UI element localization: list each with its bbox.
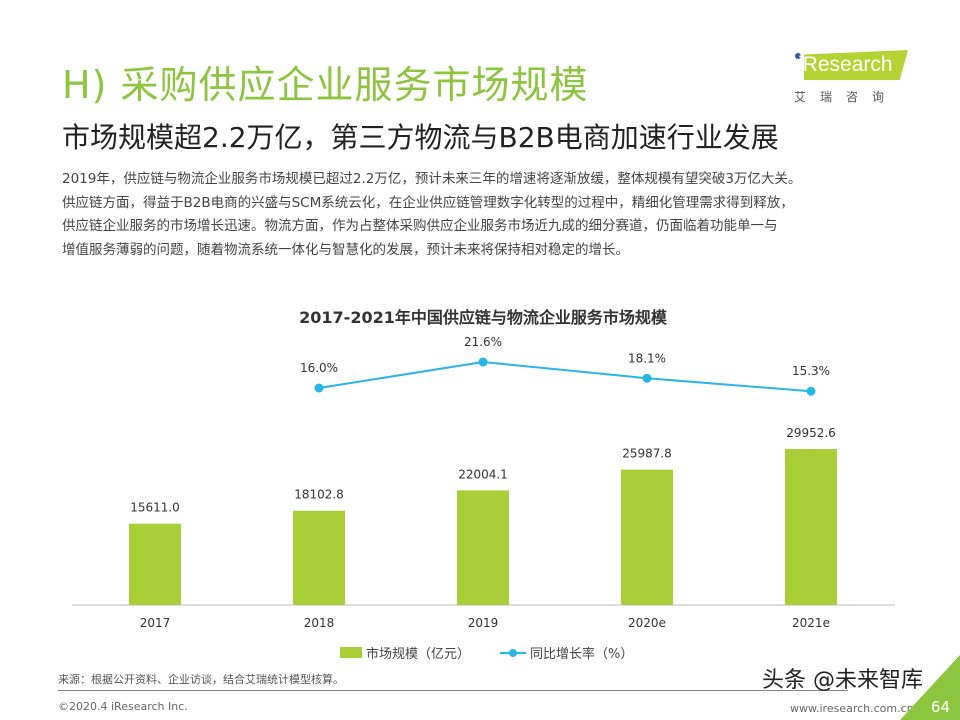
growth-label: 18.1%	[628, 351, 666, 365]
slide-subtitle: 市场规模超2.2万亿，第三方物流与B2B电商加速行业发展	[62, 121, 779, 154]
x-tick-label: 2019	[468, 616, 499, 630]
page-number: 64	[930, 698, 950, 716]
description-line: 2019年，供应链与物流企业服务市场规模已超过2.2万亿，预计未来三年的增速将逐…	[62, 171, 802, 187]
legend-bar-label: 市场规模（亿元）	[366, 647, 471, 662]
growth-point	[806, 386, 816, 396]
growth-label: 16.0%	[300, 361, 338, 375]
bar-value-label: 15611.0	[130, 501, 180, 515]
market-size-chart: 2017-2021年中国供应链与物流企业服务市场规模 15611.0 2017 181…	[72, 308, 895, 630]
legend-line-swatch	[500, 647, 527, 658]
bar-value-label: 25987.8	[622, 447, 672, 461]
growth-point	[314, 383, 324, 393]
source-note: 来源：根据公开资料、企业访谈，结合艾瑞统计模型核算。	[58, 673, 344, 686]
growth-label: 21.6%	[464, 335, 502, 349]
legend-bar-swatch	[340, 647, 362, 658]
description-line: 供应链企业服务的市场增长迅速。物流方面，作为占整体采购供应企业服务市场近九成的细…	[62, 218, 778, 234]
watermark: 头条 @未来智库	[762, 668, 923, 693]
bar-value-label: 18102.8	[294, 488, 344, 502]
bar	[785, 449, 837, 605]
bar-value-label: 22004.1	[458, 467, 508, 481]
x-tick-label: 2021e	[792, 616, 830, 630]
website: www.iresearch.com.cn	[790, 702, 914, 715]
growth-point	[478, 357, 488, 367]
x-tick-label: 2018	[304, 616, 335, 630]
description-line: 供应链方面，得益于B2B电商的兴盛与SCM系统云化，在企业供应链管理数字化转型的…	[62, 194, 794, 211]
bar-value-label: 29952.6	[786, 426, 836, 440]
slide-title: H) 采购供应企业服务市场规模	[62, 63, 589, 107]
description: 2019年，供应链与物流企业服务市场规模已超过2.2万亿，预计未来三年的增速将逐…	[62, 168, 922, 262]
chart-title: 2017-2021年中国供应链与物流企业服务市场规模	[299, 308, 668, 327]
chart-legend: 市场规模（亿元） 同比增长率（%）	[340, 643, 633, 662]
footer-divider	[58, 690, 848, 691]
growth-label: 15.3%	[792, 364, 830, 378]
bar	[129, 523, 181, 605]
bar	[293, 510, 345, 605]
logo-text: iResearch	[798, 53, 893, 76]
copyright: ©2020.4 iResearch Inc.	[58, 700, 188, 713]
growth-point	[642, 373, 652, 383]
growth-line	[318, 361, 812, 393]
logo-cn: 艾瑞咨询	[794, 90, 899, 104]
bar	[457, 490, 509, 605]
iresearch-logo: iResearch 艾瑞咨询	[792, 50, 912, 105]
description-line: 增值服务薄弱的问题，随着物流系统一体化与智慧化的发展，预计未来将保持相对稳定的增…	[62, 241, 629, 258]
x-tick-label: 2017	[140, 616, 171, 630]
legend-line-label: 同比增长率（%）	[530, 647, 634, 662]
x-tick-label: 2020e	[628, 616, 666, 630]
bar	[621, 469, 673, 605]
